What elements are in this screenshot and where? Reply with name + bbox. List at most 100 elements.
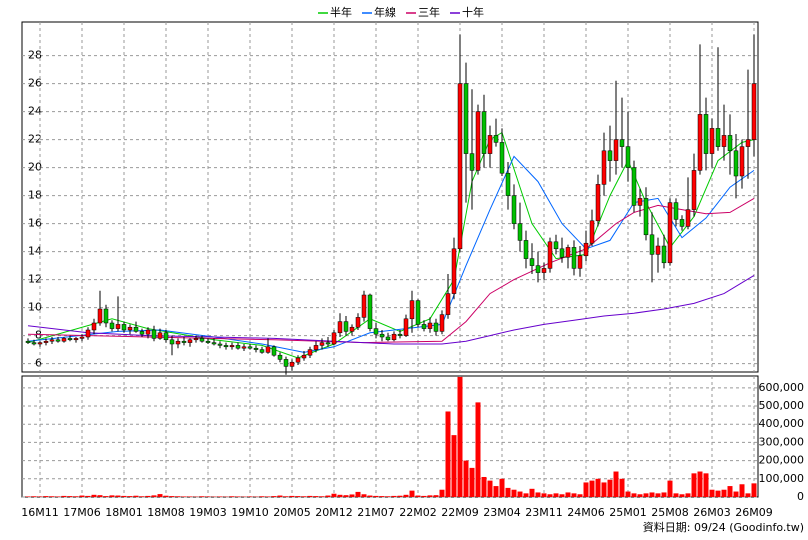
- volume-bar: [109, 495, 115, 497]
- volume-bar: [259, 496, 265, 497]
- candle-body: [181, 340, 187, 343]
- volume-bar: [55, 496, 61, 497]
- volume-bar: [607, 479, 613, 497]
- volume-bar: [181, 496, 187, 497]
- candle-body: [517, 223, 523, 241]
- volume-bar: [289, 495, 295, 497]
- candle-body: [541, 268, 547, 273]
- candle-body: [739, 146, 745, 177]
- candle-body: [79, 336, 85, 339]
- candle-body: [685, 209, 691, 227]
- volume-bar: [583, 482, 589, 497]
- volume-bar: [217, 496, 223, 497]
- volume-bar: [37, 496, 43, 497]
- volume-bar: [337, 494, 343, 497]
- volume-bar: [649, 492, 655, 497]
- candle-body: [133, 326, 139, 332]
- y-tick-label: 22: [28, 133, 42, 146]
- x-tick-label: 20M05: [273, 506, 311, 519]
- volume-bar: [457, 376, 463, 497]
- candle-body: [385, 336, 391, 341]
- candle-body: [691, 170, 697, 210]
- candle-body: [703, 114, 709, 154]
- candle-body: [679, 219, 685, 227]
- candle-body: [325, 342, 331, 345]
- candle-body: [721, 135, 727, 147]
- candle-body: [655, 245, 661, 255]
- candle-body: [433, 322, 439, 332]
- candle-body: [163, 332, 169, 341]
- candle-body: [535, 265, 541, 273]
- volume-bar: [427, 495, 433, 497]
- candle-body: [601, 150, 607, 185]
- candle-body: [265, 346, 271, 353]
- x-tick-label: 23M11: [525, 506, 563, 519]
- volume-bar: [85, 495, 91, 497]
- candle-body: [205, 340, 211, 343]
- candle-body: [355, 317, 361, 328]
- volume-bar: [73, 496, 79, 497]
- y2-tick-label: 600,000: [759, 381, 805, 394]
- candle-body: [631, 167, 637, 206]
- volume-bar: [355, 491, 361, 497]
- x-tick-label: 23M04: [483, 506, 521, 519]
- candle-body: [187, 339, 193, 343]
- candle-body: [469, 153, 475, 171]
- candle-body: [481, 111, 487, 154]
- volume-bar: [451, 435, 457, 497]
- x-tick-label: 26M03: [693, 506, 731, 519]
- candle-body: [583, 242, 589, 257]
- volume-bar: [373, 495, 379, 497]
- candle-body: [295, 357, 301, 363]
- candle-body: [475, 111, 481, 171]
- volume-bar: [187, 496, 193, 497]
- volume-bar: [229, 496, 235, 497]
- volume-bar: [745, 493, 751, 497]
- y-tick-label: 8: [35, 329, 42, 342]
- volume-bar: [541, 493, 547, 497]
- candle-body: [487, 135, 493, 154]
- x-tick-label: 25M08: [651, 506, 689, 519]
- candle-body: [727, 135, 733, 152]
- volume-bar: [307, 495, 313, 497]
- y-tick-label: 26: [28, 77, 42, 90]
- candle-body: [499, 142, 505, 174]
- candle-body: [397, 333, 403, 336]
- volume-bar: [139, 496, 145, 497]
- volume-bar: [505, 487, 511, 497]
- volume-bar: [715, 490, 721, 497]
- volume-bar: [691, 473, 697, 497]
- candle-body: [595, 184, 601, 222]
- candle-body: [373, 328, 379, 335]
- candle-body: [751, 83, 757, 140]
- candle-body: [91, 322, 97, 331]
- volume-bar: [403, 494, 409, 497]
- candle-body: [271, 346, 277, 356]
- candle-body: [151, 329, 157, 339]
- candle-body: [217, 343, 223, 346]
- ma-line: [27, 274, 755, 345]
- candle-body: [409, 300, 415, 320]
- volume-bar: [313, 496, 319, 497]
- candle-body: [445, 293, 451, 315]
- candle-body: [301, 354, 307, 359]
- volume-bar: [91, 494, 97, 497]
- candle-body: [121, 324, 127, 331]
- volume-bar: [733, 491, 739, 497]
- y-tick-label: 24: [28, 105, 42, 118]
- volume-bar: [655, 493, 661, 497]
- candle-body: [61, 338, 67, 342]
- volume-bar: [391, 495, 397, 497]
- candle-body: [745, 139, 751, 147]
- candle-body: [283, 359, 289, 367]
- volume-bar: [601, 482, 607, 497]
- x-tick-label: 17M06: [63, 506, 101, 519]
- candle-body: [127, 326, 133, 331]
- candle-body: [493, 135, 499, 143]
- price-panel: [21, 21, 759, 373]
- candle-body: [643, 198, 649, 236]
- volume-bar: [739, 484, 745, 497]
- candle-body: [715, 128, 721, 147]
- volume-bar: [433, 495, 439, 497]
